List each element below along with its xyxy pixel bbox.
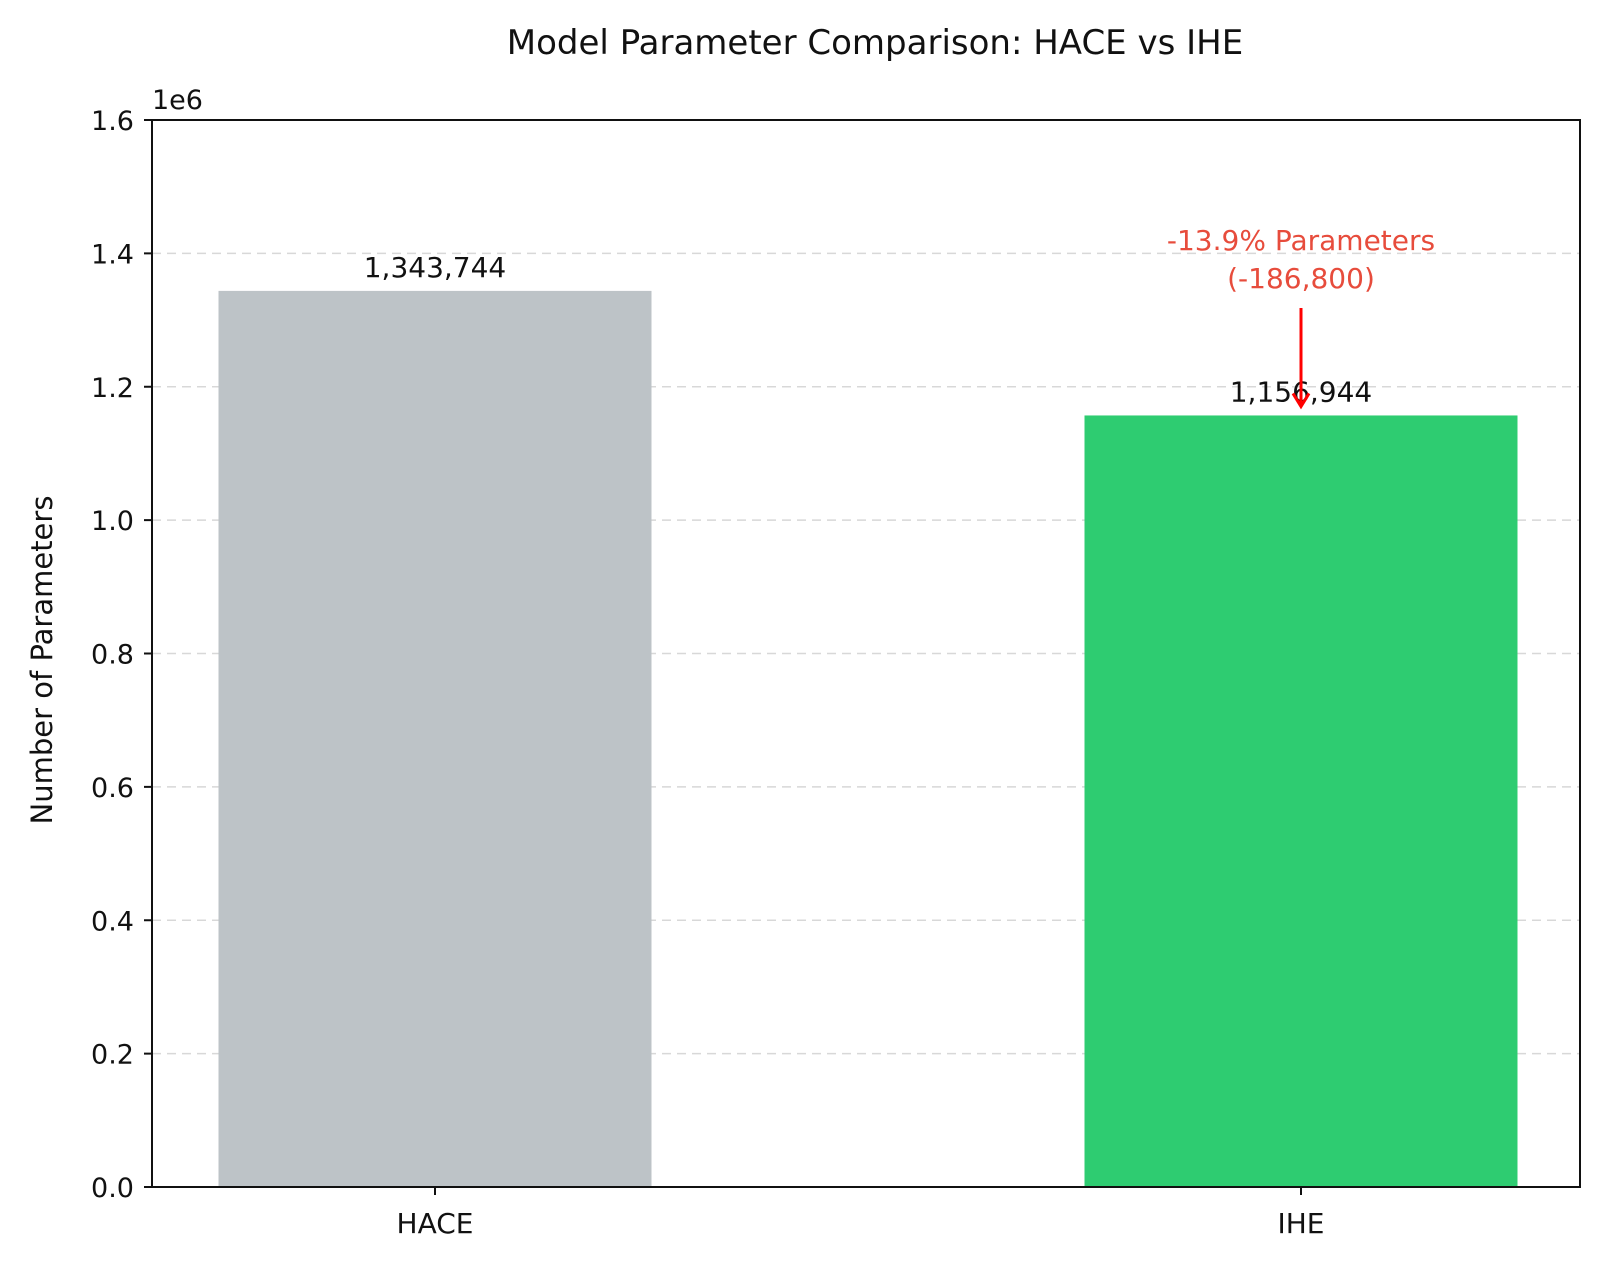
x-axis-ticks: HACE IHE [397, 1187, 1325, 1240]
annotation-arrow-head [1291, 392, 1311, 410]
y-axis-ticks: 0.0 0.2 0.4 0.6 0.8 1.0 1.2 1.4 1.6 [91, 106, 152, 1204]
y-tick-label: 0.6 [91, 773, 134, 804]
annotation-layer: -13.9% Parameters (-186,800) [1167, 224, 1435, 410]
y-tick-label: 0.0 [91, 1173, 134, 1204]
y-tick-label: 1.2 [91, 373, 134, 404]
y-tick-label: 1.4 [91, 239, 134, 270]
bar-layer [218, 290, 1518, 1187]
x-tick-label-hace: HACE [397, 1207, 474, 1240]
chart-title: Model Parameter Comparison: HACE vs IHE [507, 23, 1243, 63]
y-tick-label: 0.4 [91, 906, 134, 937]
bar-hace [218, 290, 652, 1187]
annotation-text-line-2: (-186,800) [1227, 262, 1375, 295]
annotation-text-line-1: -13.9% Parameters [1167, 224, 1435, 257]
y-offset-label: 1e6 [152, 85, 203, 116]
y-tick-label: 1.0 [91, 506, 134, 537]
y-tick-label: 0.2 [91, 1040, 134, 1071]
y-tick-label: 1.6 [91, 106, 134, 137]
bar-ihe [1084, 415, 1518, 1187]
data-label-hace: 1,343,744 [364, 251, 507, 284]
x-tick-label-ihe: IHE [1277, 1207, 1324, 1240]
y-tick-label: 0.8 [91, 640, 134, 671]
y-axis-label: Number of Parameters [25, 496, 59, 825]
